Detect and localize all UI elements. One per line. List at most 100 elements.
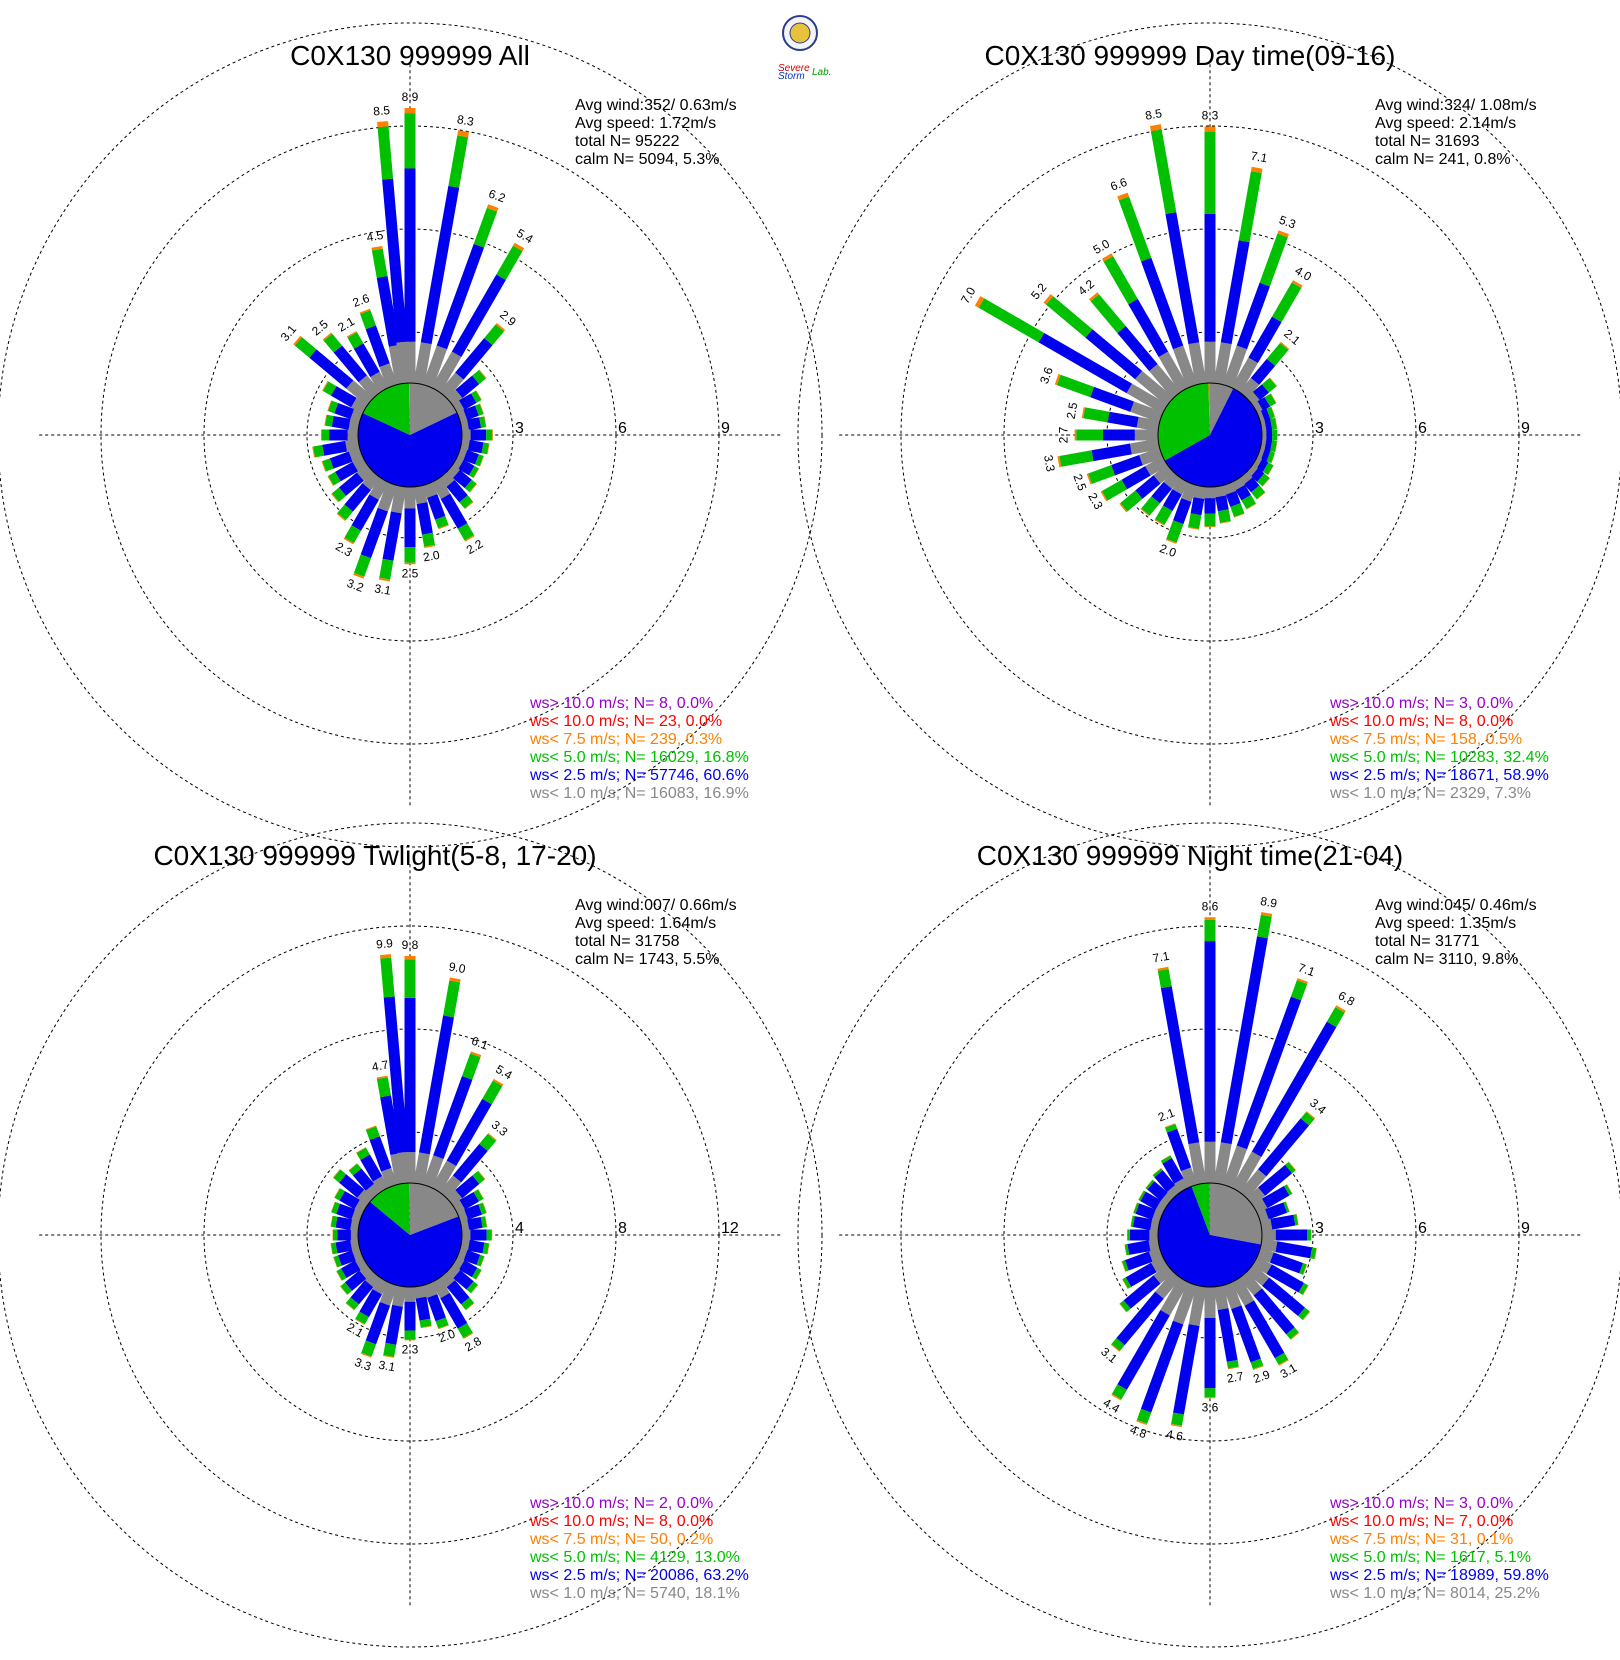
- bar-green: [421, 532, 435, 547]
- bar-blue: [339, 1174, 365, 1198]
- bar-blue: [335, 461, 359, 482]
- bar-blue: [440, 493, 468, 529]
- direction-bar: [1130, 1215, 1160, 1232]
- bar-gray: [1150, 1219, 1160, 1232]
- bar-gray: [369, 477, 389, 500]
- direction-bar: [324, 414, 360, 432]
- bar-gray: [1181, 481, 1198, 502]
- bar-orange: [1260, 912, 1273, 917]
- bar-gray: [1160, 1277, 1189, 1316]
- legend-entry: ws< 1.0 m/s; N= 16083, 16.9%: [529, 785, 749, 802]
- direction-bar: [422, 204, 499, 389]
- bar-green: [1300, 1111, 1315, 1126]
- calm-pie-slice: [358, 1201, 462, 1288]
- bar-total-label: 7.1: [1152, 949, 1171, 966]
- bar-gray: [1260, 1218, 1273, 1232]
- bar-green: [353, 554, 372, 577]
- direction-bar: [1165, 481, 1198, 544]
- bar-blue: [470, 1229, 487, 1241]
- direction-bar: [431, 1078, 504, 1193]
- bar-blue: [1266, 429, 1273, 441]
- ring-label: 3: [1315, 420, 1324, 437]
- direction-bar: [331, 464, 374, 503]
- bar-green: [1238, 171, 1262, 243]
- bar-gray: [413, 342, 432, 385]
- bar-orange: [487, 1243, 490, 1255]
- bar-green: [1306, 1229, 1311, 1241]
- bar-orange: [356, 1147, 366, 1154]
- calm-circle: [357, 1182, 463, 1288]
- bar-green: [404, 959, 416, 998]
- bar-orange: [1121, 1261, 1126, 1272]
- bar-gray: [422, 345, 448, 389]
- bar-green: [1157, 968, 1172, 989]
- bar-gray: [413, 485, 428, 505]
- bar-green: [1250, 1358, 1264, 1370]
- bar-blue: [1275, 1241, 1313, 1259]
- grid-ring: [0, 822, 823, 1648]
- bar-green: [331, 487, 347, 502]
- bar-gray: [381, 1167, 398, 1189]
- bar-green: [1088, 465, 1116, 484]
- bar-blue: [334, 402, 355, 420]
- bar-orange: [1100, 491, 1108, 502]
- bar-green: [1111, 1384, 1127, 1400]
- bar-orange: [1270, 393, 1277, 404]
- bar-orange: [330, 1215, 333, 1227]
- bar-blue: [463, 1250, 481, 1266]
- calm-pie-slice: [1158, 383, 1210, 461]
- bar-gray: [460, 1238, 470, 1251]
- direction-bar: [456, 403, 484, 423]
- bar-gray: [1231, 1277, 1255, 1306]
- bar-orange: [1219, 521, 1231, 524]
- bar-blue: [463, 449, 479, 465]
- legend-entry: ws> 10.0 m/s; N= 3, 0.0%: [1329, 695, 1513, 712]
- bar-total-label: 3.2: [345, 576, 366, 595]
- bar-orange: [1256, 492, 1266, 500]
- bar-blue: [1173, 1324, 1200, 1415]
- bar-blue: [1204, 1317, 1216, 1389]
- bar-green: [1204, 131, 1216, 214]
- bar-orange: [487, 1133, 497, 1141]
- bar-orange: [470, 1051, 482, 1058]
- bar-total-label: 5.3: [1277, 213, 1298, 232]
- direction-bar: [1231, 280, 1303, 393]
- ring-label: 9: [1521, 1220, 1530, 1237]
- bar-blue: [1261, 408, 1271, 421]
- bar-gray: [1148, 1238, 1160, 1252]
- bar-orange: [348, 1163, 358, 1171]
- bar-green: [479, 416, 487, 429]
- bar-blue: [1124, 1251, 1153, 1271]
- bar-orange: [320, 429, 322, 441]
- bar-green: [1251, 485, 1266, 500]
- bar-gray: [1135, 370, 1174, 406]
- bar-total-label: 3.6: [1202, 1400, 1219, 1414]
- bar-gray: [1239, 377, 1260, 399]
- bar-blue: [436, 243, 485, 350]
- bar-green: [330, 1215, 338, 1228]
- calm-pie-slice: [1208, 383, 1210, 435]
- bar-orange: [1111, 1393, 1122, 1401]
- bar-gray: [345, 438, 360, 452]
- legend-entry: ws< 1.0 m/s; N= 8014, 25.2%: [1329, 1585, 1540, 1602]
- bar-blue: [360, 507, 388, 559]
- bar-green: [1150, 129, 1177, 215]
- bar-orange: [1117, 192, 1130, 201]
- bar-gray: [1130, 401, 1164, 423]
- bar-blue: [458, 459, 475, 476]
- bar-green: [356, 1147, 370, 1161]
- legend-entry: ws< 10.0 m/s; N= 8, 0.0%: [1329, 713, 1513, 730]
- bar-orange: [1246, 503, 1257, 510]
- calm-pie-slice: [1158, 1186, 1262, 1288]
- bar-orange: [1204, 126, 1216, 132]
- bar-green: [434, 515, 449, 529]
- direction-bar: [1213, 1285, 1239, 1370]
- bar-total-label: 2.7: [1057, 426, 1071, 443]
- direction-bar: [1262, 1229, 1312, 1241]
- direction-bar: [1074, 429, 1158, 441]
- bar-total-label: 2.1: [1156, 1105, 1177, 1124]
- bar-green: [1204, 513, 1216, 527]
- bar-blue: [1162, 1157, 1184, 1184]
- bar-gray: [1260, 1238, 1278, 1253]
